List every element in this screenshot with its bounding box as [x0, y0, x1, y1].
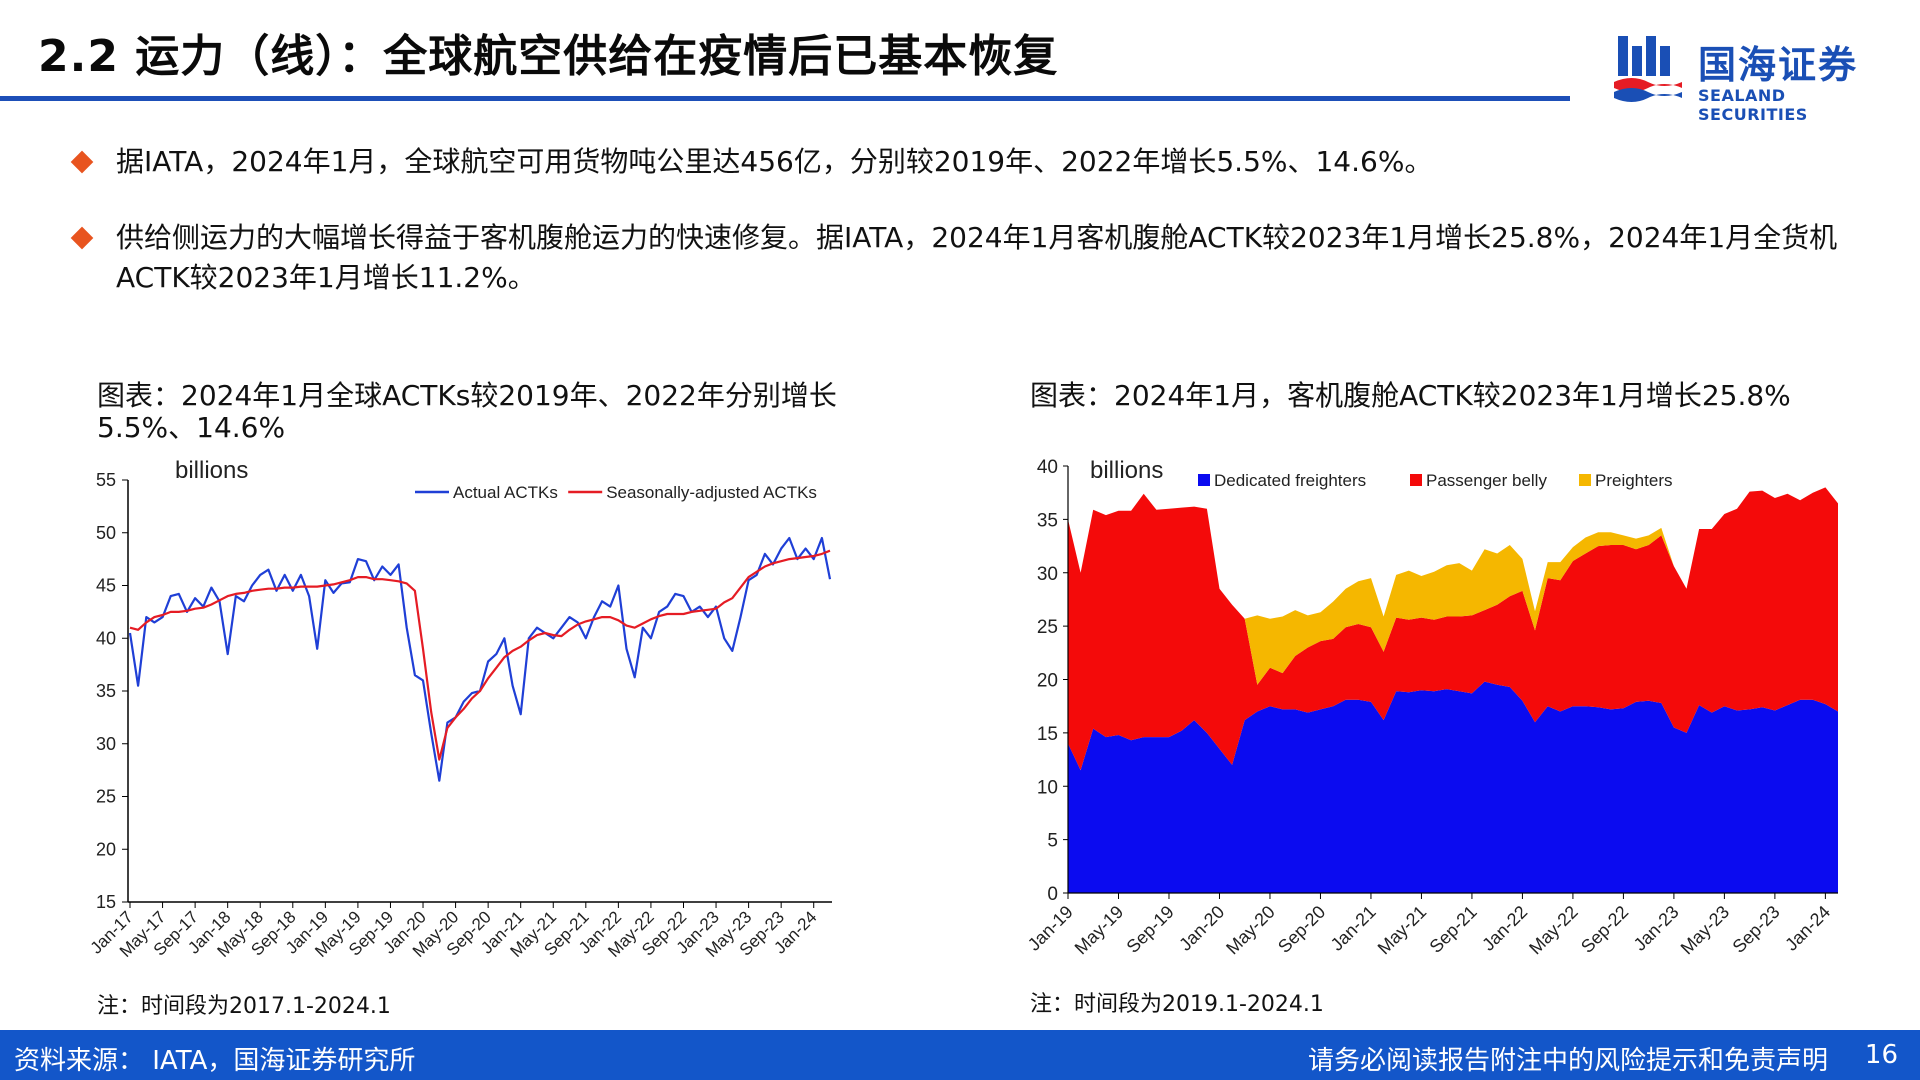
y-tick-label: 15 — [1037, 724, 1058, 745]
logo-chinese-name: 国海证券 — [1698, 43, 1859, 87]
x-tick-label: Jan-24 — [1781, 902, 1834, 955]
x-tick-label: Sep-20 — [1274, 902, 1329, 957]
series-area — [1068, 487, 1838, 771]
title-divider — [0, 96, 1570, 101]
y-tick-label: 30 — [1037, 564, 1058, 585]
y-tick-label: 40 — [96, 628, 116, 648]
y-tick-label: 20 — [96, 839, 116, 859]
x-tick-label: Jan-19 — [1024, 902, 1077, 955]
legend-label: Actual ACTKs — [453, 483, 558, 502]
y-tick-label: 25 — [1037, 617, 1058, 638]
series-area — [1068, 487, 1838, 685]
y-tick-label: 0 — [1047, 884, 1058, 905]
diamond-bullet-icon — [70, 226, 94, 250]
bullet-point-2: 供给侧运力的大幅增长得益于客机腹舱运力的快速修复。据IATA，2024年1月客机… — [70, 218, 1858, 298]
y-tick-label: 40 — [1037, 457, 1058, 478]
legend-label: Seasonally-adjusted ACTKs — [606, 483, 817, 502]
x-tick-label: May-20 — [1222, 902, 1279, 959]
x-tick-label: Sep-21 — [1426, 902, 1481, 957]
x-tick-label: Sep-23 — [1729, 902, 1784, 957]
sealand-logo-icon — [1614, 36, 1682, 102]
left-chart-caption-line1: 图表：2024年1月全球ACTKs较2019年、2022年分别增长 — [97, 379, 837, 412]
y-tick-label: 15 — [96, 892, 116, 912]
y-unit-label: billions — [175, 457, 248, 484]
page-number: 16 — [1864, 1040, 1898, 1070]
bullet-text: 供给侧运力的大幅增长得益于客机腹舱运力的快速修复。据IATA，2024年1月客机… — [116, 221, 1838, 294]
legend-swatch — [1579, 474, 1591, 486]
y-tick-label: 55 — [96, 470, 116, 490]
legend-swatch — [1198, 474, 1210, 486]
footer-source: 资料来源： IATA，国海证券研究所 — [14, 1046, 416, 1076]
y-tick-label: 20 — [1037, 671, 1058, 692]
left-chart-caption-line2: 5.5%、14.6% — [97, 411, 286, 444]
x-tick-label: Jan-20 — [1175, 902, 1228, 955]
bullet-point-1: 据IATA，2024年1月，全球航空可用货物吨公里达456亿，分别较2019年、… — [70, 142, 1858, 182]
y-tick-label: 45 — [96, 576, 116, 596]
y-tick-label: 35 — [96, 681, 116, 701]
diamond-bullet-icon — [70, 150, 94, 174]
footer-disclaimer: 请务必阅读报告附注中的风险提示和免责声明 — [1307, 1046, 1828, 1076]
series-line — [128, 536, 832, 782]
company-logo: 国海证券 SEALAND SECURITIES — [1612, 30, 1882, 124]
left-chart-caption: 图表：2024年1月全球ACTKs较2019年、2022年分别增长 5.5%、1… — [97, 380, 877, 444]
y-unit-label: billions — [1090, 457, 1163, 484]
logo-english-name: SEALAND SECURITIES — [1698, 86, 1808, 124]
y-tick-label: 35 — [1037, 510, 1058, 531]
y-tick-label: 25 — [96, 787, 116, 807]
x-tick-label: May-19 — [1071, 902, 1128, 959]
right-chart-caption: 图表：2024年1月，客机腹舱ACTK较2023年1月增长25.8% — [1030, 379, 1791, 412]
legend-swatch — [1410, 474, 1422, 486]
y-tick-label: 5 — [1047, 831, 1058, 852]
legend-label: Preighters — [1595, 471, 1672, 490]
x-tick-label: Jan-23 — [1630, 902, 1683, 955]
page-title: 2.2 运力（线）：全球航空供给在疫情后已基本恢复 — [38, 31, 1059, 82]
series-line — [129, 549, 831, 761]
x-tick-label: Sep-19 — [1123, 902, 1178, 957]
legend-label: Passenger belly — [1426, 471, 1547, 490]
x-tick-label: May-22 — [1525, 902, 1582, 959]
right-chart-note: 注：时间段为2019.1-2024.1 — [1030, 992, 1324, 1017]
bullet-text: 据IATA，2024年1月，全球航空可用货物吨公里达456亿，分别较2019年、… — [116, 145, 1433, 178]
legend-label: Dedicated freighters — [1214, 471, 1366, 490]
y-tick-label: 10 — [1037, 777, 1058, 798]
x-tick-label: May-23 — [1677, 902, 1734, 959]
x-tick-label: Sep-22 — [1577, 902, 1632, 957]
left-chart-note: 注：时间段为2017.1-2024.1 — [97, 994, 391, 1019]
y-tick-label: 50 — [96, 523, 116, 543]
x-tick-label: May-21 — [1374, 902, 1431, 959]
x-tick-label: Jan-22 — [1478, 902, 1531, 955]
x-tick-label: Jan-21 — [1327, 902, 1380, 955]
footer-bar: 资料来源： IATA，国海证券研究所 请务必阅读报告附注中的风险提示和免责声明 … — [0, 1030, 1920, 1080]
y-tick-label: 30 — [96, 734, 116, 754]
series-area — [1068, 681, 1838, 893]
